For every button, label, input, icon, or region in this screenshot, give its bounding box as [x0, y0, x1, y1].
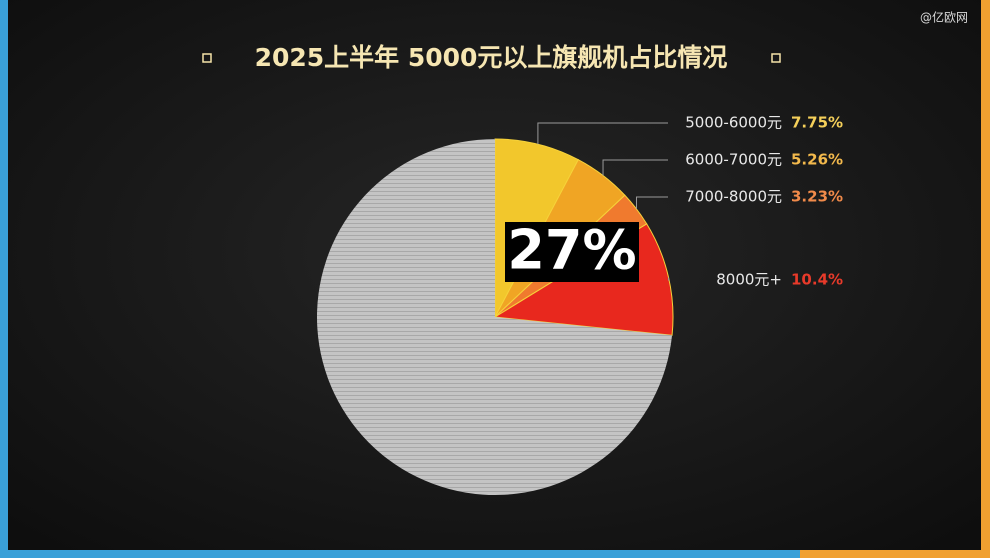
slice-category: 5000-6000元: [685, 114, 782, 132]
slice-value-label: 10.4%: [791, 271, 843, 289]
bottom-border-orange: [800, 550, 990, 558]
leader-line: [602, 159, 668, 176]
leader-line: [537, 122, 668, 145]
labels: 5000-6000元 7.75% 6000-7000元 5.26% 7000-8000元…: [505, 114, 843, 289]
left-border: [0, 0, 8, 558]
chart-title: 2025上半年 5000元以上旗舰机占比情况: [255, 43, 728, 72]
slice-value-label: 3.23%: [791, 188, 843, 206]
title-deco: [771, 53, 781, 63]
center-label: 27%: [507, 219, 636, 282]
pie: [317, 138, 674, 495]
right-border: [981, 0, 990, 558]
slice-category: 6000-7000元: [685, 151, 782, 169]
leader-line: [636, 196, 668, 210]
slice-category: 7000-8000元: [685, 188, 782, 206]
center-label-box: [505, 222, 639, 282]
bottom-border-blue: [0, 550, 800, 558]
title-deco: [202, 53, 212, 63]
pie-slice: [317, 139, 673, 495]
slice-value-label: 7.75%: [791, 114, 843, 132]
leader-line: [668, 277, 670, 281]
slice-value-label: 5.26%: [791, 151, 843, 169]
slice-category: 8000元+: [716, 271, 782, 289]
watermark: @亿欧网: [920, 10, 968, 25]
